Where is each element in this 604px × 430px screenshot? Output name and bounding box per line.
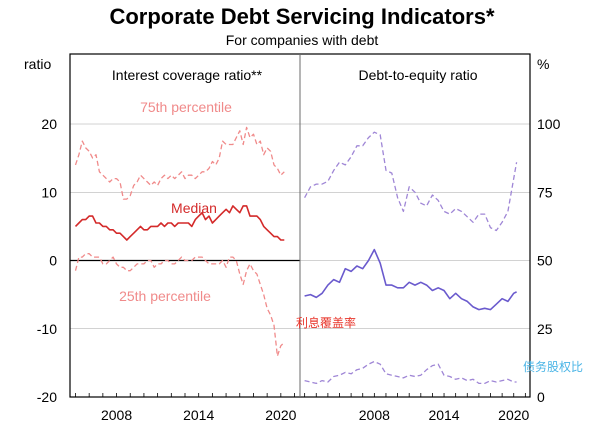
y-tick-label-right: 0: [537, 389, 545, 405]
y-tick-label-left: -20: [37, 389, 57, 405]
y-tick-label-right: 50: [537, 253, 553, 269]
interest-coverage-series-25th-percentile: [74, 253, 285, 357]
y-tick-label-right: 25: [537, 321, 553, 337]
annotation-debt-equity-cn: 债务股权比: [523, 359, 583, 374]
interest-coverage-series-75th-percentile: [74, 126, 285, 200]
chart-title: Corporate Debt Servicing Indicators*: [109, 4, 495, 29]
label-median: Median: [171, 200, 217, 216]
y-tick-label-left: -10: [37, 321, 57, 337]
y-tick-label-left: 10: [41, 184, 57, 200]
x-tick-label: 2020: [265, 407, 296, 423]
right-unit-label: %: [537, 56, 549, 72]
x-tick-label: 2008: [101, 407, 132, 423]
series-lines: [74, 126, 518, 385]
interest-coverage-series-median: [74, 205, 285, 241]
debt-to-equity-series-dashed-2: [304, 360, 517, 385]
annotation-interest-coverage-cn: 利息覆盖率: [296, 315, 356, 330]
x-tick-label: 2008: [359, 407, 390, 423]
chart-subtitle: For companies with debt: [226, 32, 379, 48]
label-75th-percentile: 75th percentile: [140, 99, 232, 115]
y-tick-label-left: 20: [41, 116, 57, 132]
y-tick-label-left: 0: [49, 253, 57, 269]
right-panel-title: Debt-to-equity ratio: [358, 67, 477, 83]
debt-to-equity-series-solid-1: [304, 248, 517, 311]
x-tick-label: 2014: [183, 407, 214, 423]
left-unit-label: ratio: [24, 56, 51, 72]
debt-to-equity-series-dashed-0: [304, 131, 518, 232]
x-tick-label: 2020: [498, 407, 529, 423]
y-tick-label-right: 100: [537, 116, 561, 132]
x-tick-label: 2014: [428, 407, 459, 423]
left-panel-title: Interest coverage ratio**: [112, 67, 263, 83]
y-tick-label-right: 75: [537, 184, 553, 200]
label-25th-percentile: 25th percentile: [119, 288, 211, 304]
